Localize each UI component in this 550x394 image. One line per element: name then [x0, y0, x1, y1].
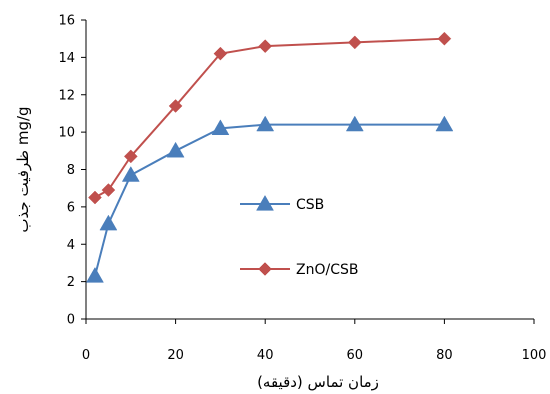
- y-tick-label: 14: [58, 51, 75, 66]
- data-point: [88, 190, 102, 205]
- data-point: [345, 115, 364, 132]
- x-axis-title: زمان تماس (دقیقه): [257, 373, 379, 391]
- series-line: [94, 37, 445, 199]
- series-2: [88, 31, 452, 205]
- y-axis-title: mg/g ظرفیت جذب: [14, 106, 32, 232]
- legend-marker: [256, 194, 274, 211]
- data-point: [256, 115, 275, 132]
- legend-item: CSB: [240, 194, 324, 213]
- legend-label: CSB: [296, 197, 324, 213]
- x-tick-label: 40: [257, 348, 274, 363]
- y-tick-label: 2: [67, 275, 75, 290]
- y-tick-label: 16: [58, 14, 75, 29]
- legend-item: ZnO/CSB: [240, 262, 358, 278]
- data-point: [437, 31, 452, 46]
- data-point: [121, 166, 140, 182]
- data-point: [258, 39, 273, 54]
- x-ticks: 0 20 40 60 80 100: [82, 319, 547, 363]
- x-tick-label: 100: [522, 348, 547, 363]
- y-ticks: 0 2 4 6 8 10 12 14 16: [58, 14, 86, 328]
- data-point: [166, 141, 185, 158]
- y-tick-label: 4: [67, 238, 75, 253]
- legend-label: ZnO/CSB: [296, 262, 358, 278]
- data-point: [123, 149, 138, 164]
- x-tick-label: 0: [82, 348, 90, 363]
- data-point: [168, 99, 183, 113]
- y-tick-label: 0: [67, 313, 75, 328]
- x-tick-label: 60: [347, 348, 364, 363]
- data-point: [86, 267, 104, 283]
- data-point: [101, 183, 116, 197]
- y-tick-label: 8: [67, 163, 75, 178]
- data-point: [99, 214, 118, 231]
- legend: CSB ZnO/CSB: [240, 194, 358, 278]
- legend-marker: [258, 262, 272, 276]
- y-tick-label: 12: [58, 88, 75, 103]
- data-point: [211, 119, 230, 136]
- data-point: [435, 115, 454, 132]
- data-point: [347, 35, 362, 50]
- series-1: [86, 115, 454, 283]
- series-layer: [86, 31, 454, 283]
- x-tick-label: 80: [436, 348, 453, 363]
- x-tick-label: 20: [167, 348, 184, 363]
- y-tick-label: 6: [67, 200, 75, 215]
- data-point: [213, 46, 228, 61]
- y-tick-label: 10: [58, 126, 75, 141]
- series-line: [93, 123, 445, 277]
